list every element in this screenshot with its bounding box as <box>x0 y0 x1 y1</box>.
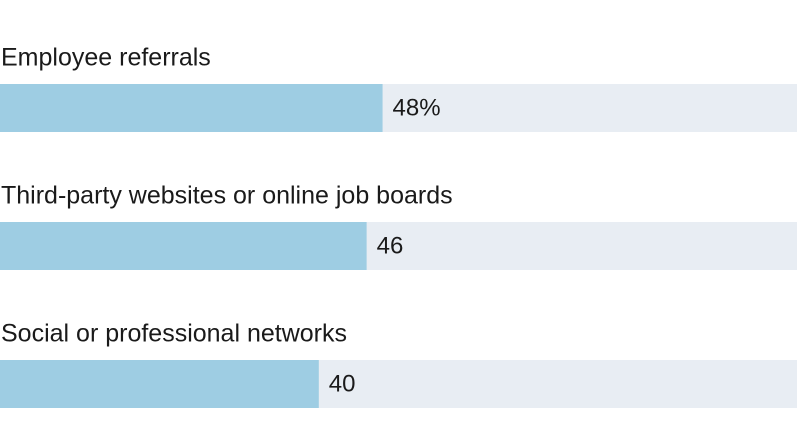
category-label: Third-party websites or online job board… <box>1 182 453 210</box>
category-label: Social or professional networks <box>1 320 347 348</box>
bar <box>0 222 367 270</box>
value-label: 40 <box>329 370 356 397</box>
value-label: 46 <box>377 232 404 259</box>
value-label: 48% <box>393 94 441 121</box>
bar <box>0 360 319 408</box>
bar <box>0 84 383 132</box>
category-label: Employee referrals <box>1 44 211 72</box>
